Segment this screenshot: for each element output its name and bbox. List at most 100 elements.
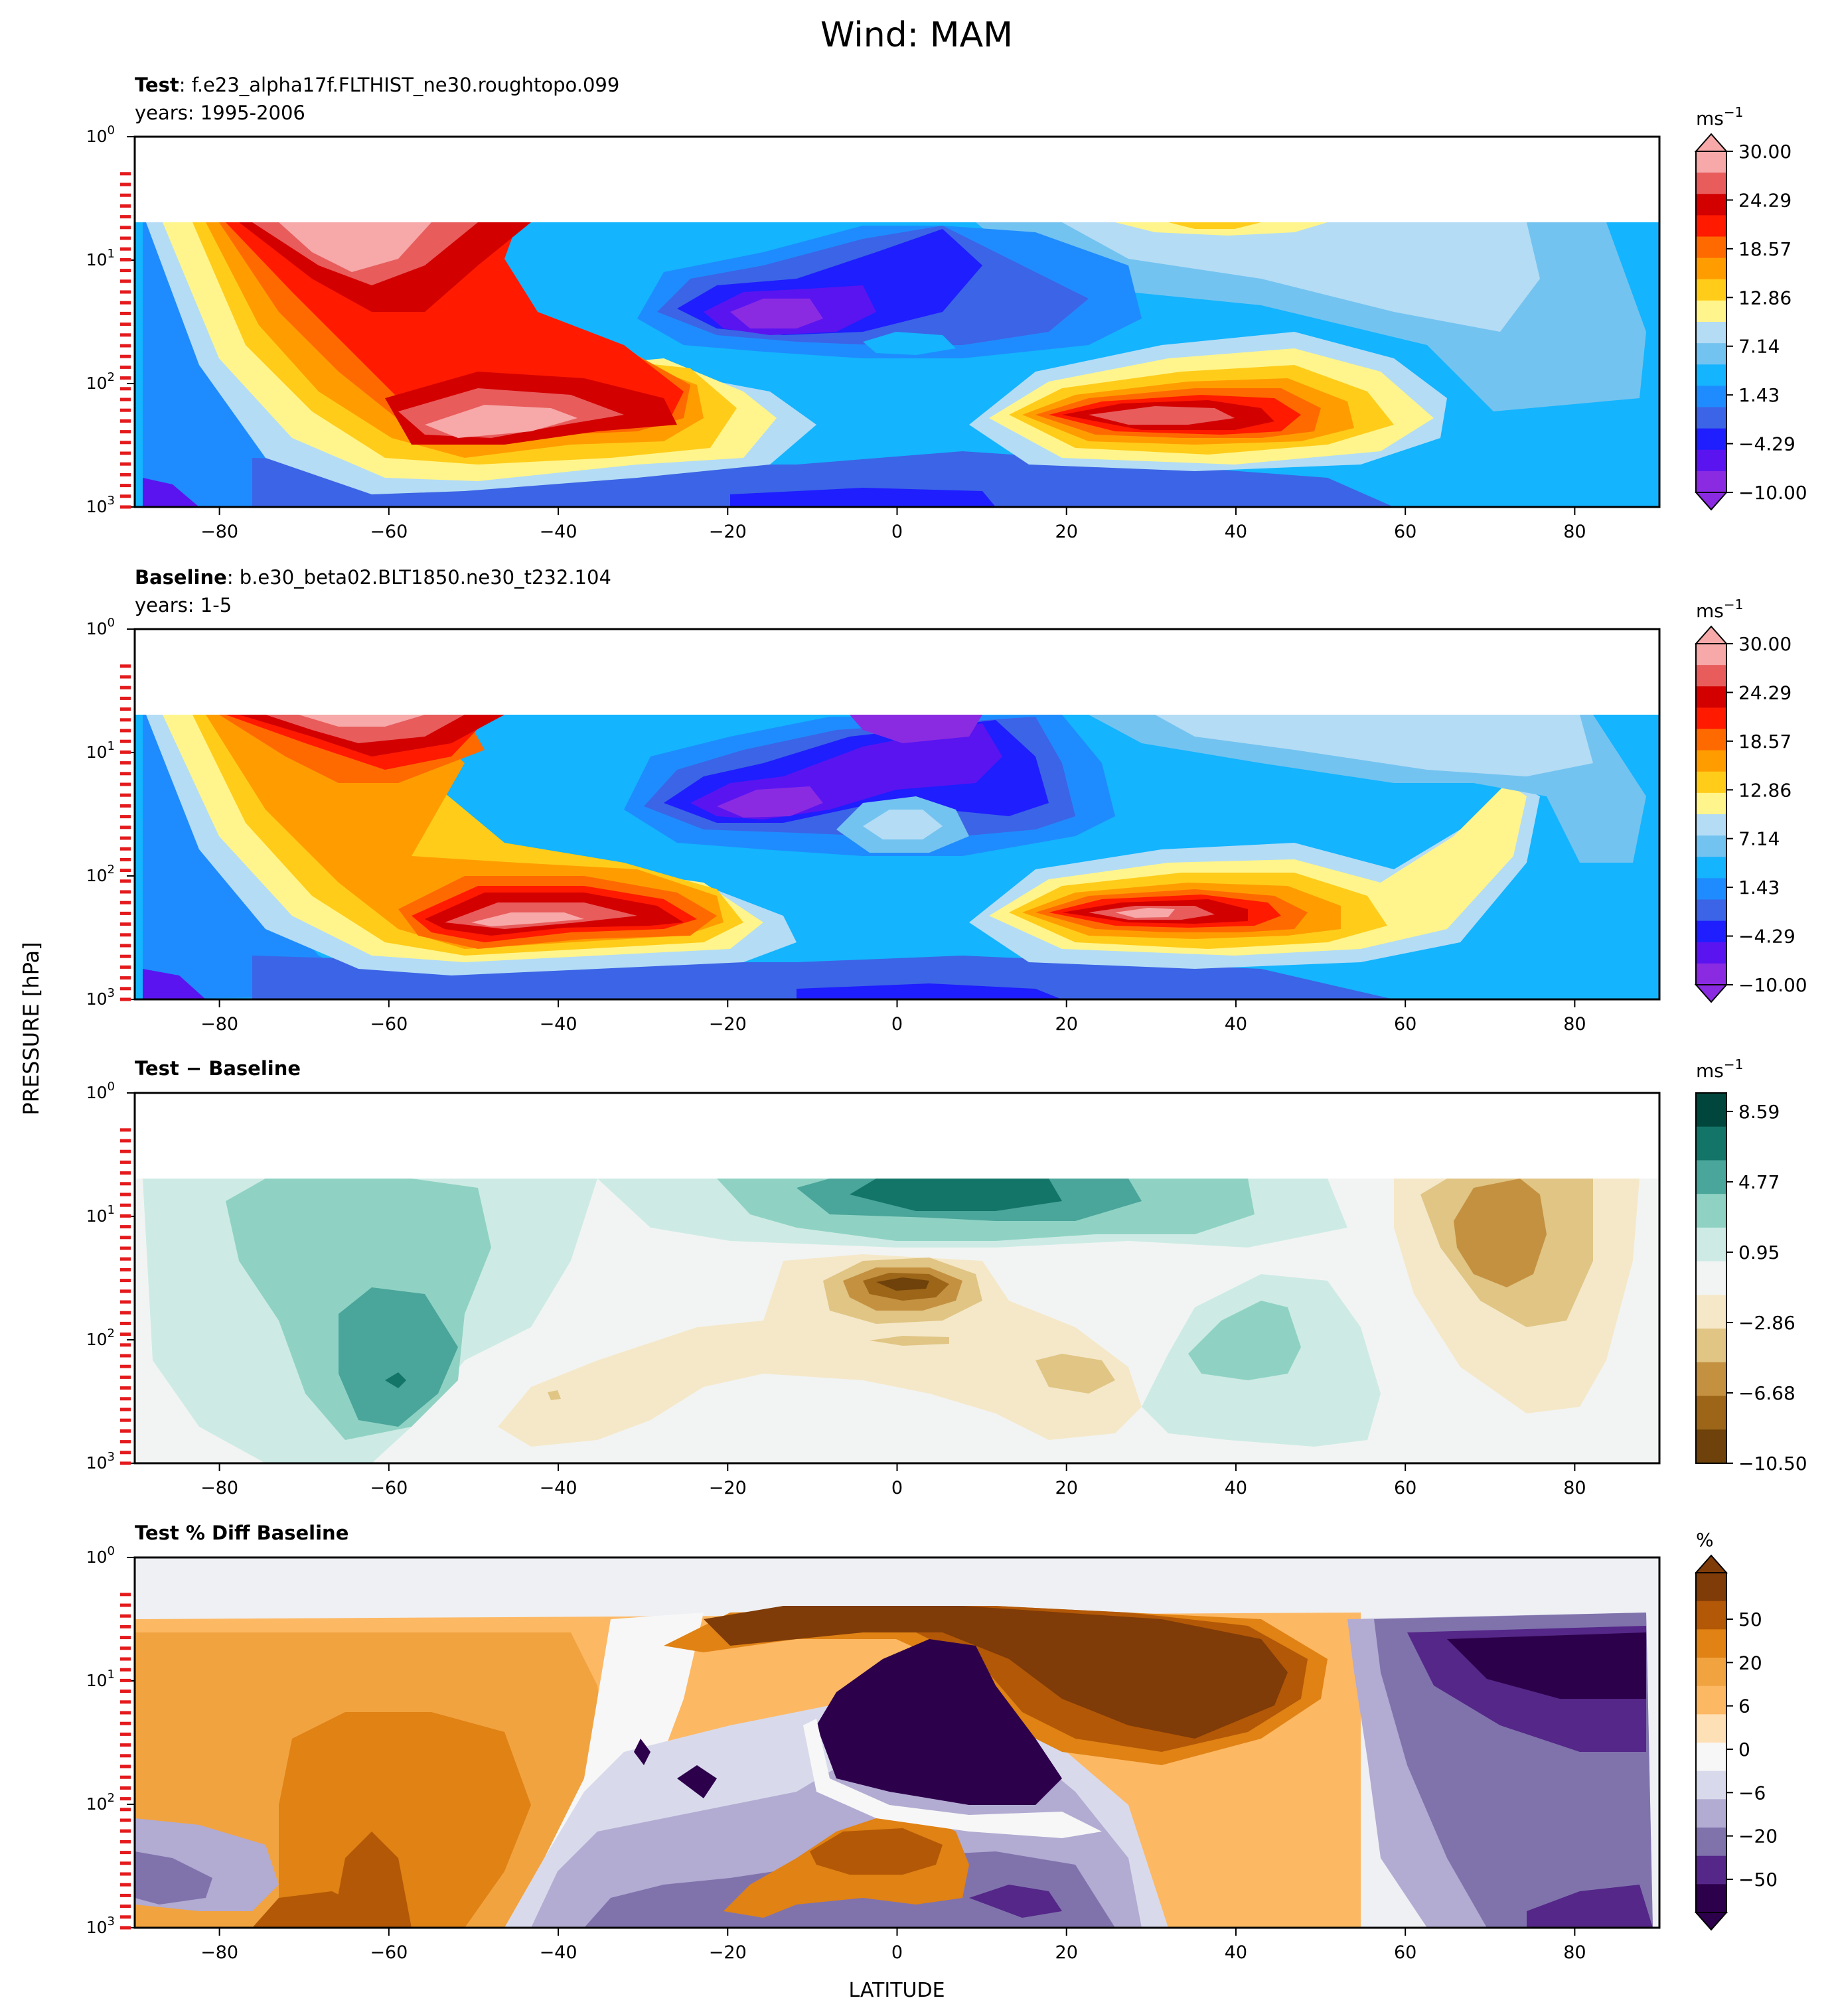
panel-diff-title: Test − Baseline (135, 1057, 301, 1080)
colorbar-unit: % (1696, 1529, 1714, 1551)
contour-deep-purple-blob2 (634, 1739, 650, 1765)
y-tick-label: 102 (86, 370, 115, 393)
panel-test-contours (135, 222, 1659, 507)
colorbar-segment (1696, 686, 1726, 708)
contour-dorange-west (279, 1712, 531, 1928)
colorbar-tick-label: −10.00 (1738, 482, 1807, 504)
contour-vdpurple-east (1447, 1632, 1646, 1699)
panel-test-level-markers (120, 172, 131, 509)
panel-diff-xticks: −80 −60 −40 −20 0 20 40 60 80 (200, 1463, 1586, 1498)
y-tick-label: 101 (86, 739, 115, 762)
panel-baseline-title-bold: Baseline (135, 566, 227, 589)
y-tick-label: 102 (86, 1791, 115, 1814)
contour-dbrown-trop-ne (704, 1606, 1288, 1739)
colorbar-segment (1696, 920, 1726, 943)
colorbar-segment (1696, 1261, 1726, 1295)
contour-shjet-upper-pink (266, 715, 465, 743)
contour-tan-streak (870, 1336, 949, 1346)
colorbar-segment (1696, 1686, 1726, 1715)
colorbar-tick-label: 1.43 (1738, 384, 1780, 406)
contour-vdbrown-trop (876, 1277, 929, 1291)
x-tick-label: 0 (891, 1478, 903, 1498)
y-tick-label: 103 (86, 1450, 115, 1473)
colorbar-tick-label: −20 (1738, 1826, 1778, 1847)
colorbar-tick-label: 18.57 (1738, 731, 1792, 753)
panel-baseline-title-rest: : b.e30_beta02.BLT1850.ne30_t232.104 (227, 566, 611, 589)
x-tick-label: −80 (200, 1478, 238, 1498)
y-tick-label: 100 (86, 1080, 115, 1102)
colorbar-segment (1696, 279, 1726, 301)
colorbar-segment (1696, 470, 1726, 493)
x-tick-label: −40 (540, 1478, 577, 1498)
contour-green-east (1188, 1301, 1301, 1380)
panel-baseline-contours (135, 715, 1659, 999)
colorbar-segment (1696, 1743, 1726, 1772)
colorbar-tick-label: −6 (1738, 1782, 1766, 1804)
colorbar-tick-label: −10.00 (1738, 974, 1807, 996)
colorbar-segment (1696, 878, 1726, 900)
x-tick-label: 60 (1394, 1014, 1416, 1035)
panel-pctdiff-title: Test % Diff Baseline (135, 1522, 348, 1544)
x-tick-label: −80 (200, 1014, 238, 1035)
contour-brown-trop (810, 1828, 943, 1875)
colorbar-segment (1696, 835, 1726, 857)
y-tick-label: 100 (86, 1544, 115, 1567)
contour-nh-upper-orange (1168, 222, 1261, 229)
contour-dteal-west (385, 1372, 406, 1388)
y-tick-label: 101 (86, 1668, 115, 1690)
contour-tropical-patch (863, 332, 956, 355)
contour-easterly-core2 (850, 715, 982, 743)
x-tick-label: 20 (1055, 1014, 1078, 1035)
colorbar-segment (1696, 857, 1726, 879)
colorbar-tick-label: 0.95 (1738, 1242, 1780, 1263)
panel-test-xticks: −80 −60 −40 −20 0 20 40 60 80 (200, 507, 1586, 542)
panel-diff: Test − Baseline (86, 1056, 1807, 1498)
x-tick-label: 40 (1225, 1014, 1247, 1035)
colorbar-segment (1696, 1362, 1726, 1397)
panel-baseline-xticks: −80 −60 −40 −20 0 20 40 60 80 (200, 999, 1586, 1035)
colorbar-segment (1696, 1573, 1726, 1602)
x-tick-label: −40 (540, 1014, 577, 1035)
colorbar-unit: ms−1 (1696, 1056, 1743, 1082)
colorbar-frame (1695, 151, 1727, 493)
x-tick-label: −80 (200, 522, 238, 542)
colorbar-segment (1696, 1770, 1726, 1800)
x-tick-label: 20 (1055, 522, 1078, 542)
panel-pctdiff-yticks: 100 101 102 103 (86, 1544, 135, 1937)
panel-test-title-rest: : f.e23_alpha17f.FLTHIST_ne30.roughtopo.… (179, 74, 620, 96)
y-tick-label: 102 (86, 863, 115, 885)
contour-tropical-bump-core (863, 810, 943, 839)
colorbar-frame (1695, 1092, 1727, 1464)
colorbar-segment (1696, 364, 1726, 386)
colorbar-tick-label: 24.29 (1738, 682, 1792, 703)
panel-diff-title-bold: Test − Baseline (135, 1057, 301, 1080)
colorbar-tick-label: 7.14 (1738, 336, 1780, 358)
y-axis-label: PRESSURE [hPa] (19, 942, 44, 1115)
colorbar-segment (1696, 1714, 1726, 1743)
panel-diff-colorbar: ms−1 8.59 4.77 0.95 −2.86 −6.68 −10.50 (1695, 1056, 1807, 1475)
colorbar-tick-label: 12.86 (1738, 779, 1792, 801)
x-tick-label: 40 (1225, 1478, 1247, 1498)
colorbar-unit: ms−1 (1696, 597, 1743, 622)
contour-tan-trop (498, 1254, 1142, 1447)
panel-pctdiff-level-markers (120, 1593, 131, 1930)
panel-pctdiff-colorbar: % 50 20 6 0 −6 −20 −50 (1694, 1529, 1778, 1931)
x-tick-label: 80 (1563, 1014, 1586, 1035)
x-tick-label: 80 (1563, 1478, 1586, 1498)
colorbar-frame (1695, 643, 1727, 985)
colorbar-segment (1696, 729, 1726, 751)
colorbar-tick-label: 12.86 (1738, 287, 1792, 309)
colorbar-tick-label: 18.57 (1738, 238, 1792, 260)
x-axis-label: LATITUDE (848, 1979, 945, 2002)
colorbar-segment (1696, 1601, 1726, 1630)
colorbar-extend-top (1694, 625, 1728, 644)
contour-nh-upper-pale (1155, 715, 1593, 776)
colorbar-segment (1696, 1855, 1726, 1885)
contour-shjet-lower-core (471, 912, 584, 926)
x-tick-label: −20 (709, 1478, 747, 1498)
x-tick-label: 20 (1055, 1478, 1078, 1498)
x-tick-label: 40 (1225, 1942, 1247, 1963)
colorbar-extend-top (1694, 1554, 1728, 1573)
colorbar-segment (1696, 173, 1726, 194)
